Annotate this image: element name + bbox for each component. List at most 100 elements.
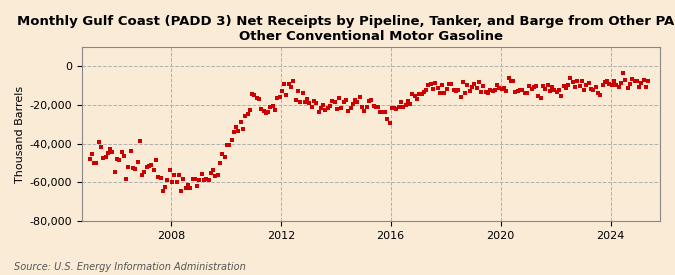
Point (568, 80, 578, 84)
Point (529, 85, 539, 89)
Point (570, 85, 580, 89)
Point (279, 82, 290, 86)
Point (593, 90, 603, 95)
Point (396, 100, 406, 104)
Point (148, 167, 159, 172)
Point (476, 90, 487, 95)
Point (524, 83, 535, 88)
Point (460, 91, 470, 95)
Point (377, 110, 388, 114)
Point (98, 156, 109, 161)
Point (588, 88, 599, 93)
Point (629, 79, 640, 83)
Point (153, 174, 163, 179)
Point (565, 76, 576, 81)
Point (269, 108, 280, 112)
Point (183, 183, 194, 187)
Point (554, 88, 564, 92)
Point (368, 104, 379, 109)
Point (540, 87, 551, 92)
Point (535, 96, 546, 100)
Point (418, 90, 429, 95)
Point (226, 138, 237, 142)
Point (155, 176, 166, 180)
Point (313, 110, 324, 114)
Point (132, 160, 143, 164)
Point (624, 81, 635, 86)
Point (178, 177, 189, 182)
Point (297, 90, 308, 95)
Point (288, 79, 299, 84)
Point (583, 81, 594, 85)
Point (267, 104, 278, 108)
Title: Monthly Gulf Coast (PADD 3) Net Receipts by Pipeline, Tanker, and Barge from Oth: Monthly Gulf Coast (PADD 3) Net Receipts… (17, 15, 675, 43)
Point (322, 106, 333, 110)
Point (409, 94, 420, 98)
Point (119, 154, 130, 158)
Point (306, 105, 317, 109)
Point (176, 189, 186, 193)
Point (164, 168, 175, 172)
Point (295, 100, 306, 105)
Point (597, 82, 608, 87)
Point (643, 78, 653, 83)
Point (198, 178, 209, 183)
Point (88, 160, 99, 165)
Point (173, 173, 184, 177)
Point (394, 105, 404, 109)
Point (336, 106, 347, 110)
Point (254, 97, 265, 102)
Point (489, 88, 500, 92)
Point (167, 180, 178, 185)
Y-axis label: Thousand Barrels: Thousand Barrels (15, 86, 25, 183)
Point (139, 169, 150, 174)
Point (221, 143, 232, 147)
Point (308, 99, 319, 103)
Point (134, 139, 145, 143)
Point (373, 105, 383, 109)
Point (639, 78, 649, 82)
Point (560, 85, 571, 90)
Point (265, 105, 276, 109)
Point (620, 78, 631, 83)
Point (256, 107, 267, 111)
Point (423, 83, 434, 88)
Point (215, 160, 225, 165)
Point (194, 178, 205, 182)
Point (338, 100, 349, 105)
Point (180, 186, 191, 190)
Point (634, 85, 645, 90)
Point (389, 106, 400, 111)
Point (258, 109, 269, 113)
Point (487, 89, 498, 93)
Point (123, 164, 134, 169)
Point (402, 98, 413, 103)
Point (458, 80, 468, 84)
Point (352, 100, 363, 104)
Point (428, 87, 439, 91)
Point (611, 82, 622, 87)
Point (446, 81, 457, 86)
Point (91, 161, 102, 165)
Point (519, 90, 530, 95)
Point (462, 83, 472, 87)
Point (641, 84, 651, 89)
Point (636, 81, 647, 85)
Point (590, 85, 601, 90)
Point (315, 105, 326, 110)
Point (450, 89, 461, 93)
Point (398, 105, 408, 110)
Point (356, 105, 367, 110)
Point (196, 171, 207, 176)
Point (359, 109, 370, 113)
Point (86, 151, 97, 156)
Point (622, 86, 633, 90)
Point (277, 89, 288, 93)
Point (141, 165, 152, 169)
Point (448, 87, 459, 92)
Point (157, 188, 168, 193)
Point (572, 78, 583, 83)
Point (93, 139, 104, 144)
Point (581, 83, 592, 87)
Point (201, 177, 212, 181)
